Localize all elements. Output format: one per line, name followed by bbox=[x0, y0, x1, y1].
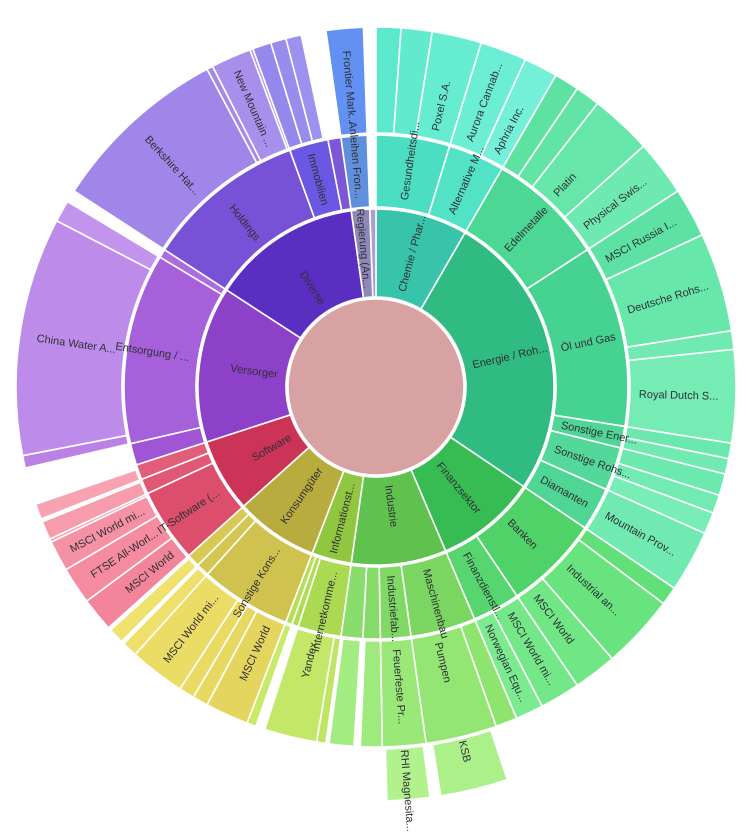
sunburst-segment[interactable]: Yandex bbox=[263, 627, 335, 743]
sunburst-segment[interactable]: Energie / Roh... bbox=[420, 232, 555, 488]
sunburst-segment-sliver[interactable] bbox=[41, 481, 147, 540]
sunburst-segment-sliver[interactable] bbox=[285, 34, 324, 142]
sunburst-segment-sliver[interactable] bbox=[368, 208, 377, 298]
sunburst-segment-sliver[interactable] bbox=[34, 468, 141, 520]
sunburst-segment-sliver[interactable] bbox=[55, 200, 160, 271]
sunburst-segment-sliver[interactable] bbox=[359, 639, 384, 748]
sunburst-segment[interactable]: Anleihen Fron... bbox=[340, 134, 371, 210]
sunburst-center[interactable] bbox=[287, 298, 465, 476]
sunburst-segment[interactable]: RHI Magnesita... bbox=[384, 745, 431, 802]
sunburst-segment-sliver[interactable] bbox=[328, 638, 362, 748]
sunburst-segments: Chemie / Phar...Gesundheitsdi...Poxel S.… bbox=[15, 26, 737, 802]
sunburst-segment-sliver[interactable] bbox=[122, 567, 207, 656]
sunburst-segment-sliver[interactable] bbox=[109, 557, 198, 643]
sunburst-segment[interactable]: Frontier Mark... bbox=[325, 26, 368, 137]
sunburst-segment[interactable]: KSB bbox=[431, 729, 509, 797]
